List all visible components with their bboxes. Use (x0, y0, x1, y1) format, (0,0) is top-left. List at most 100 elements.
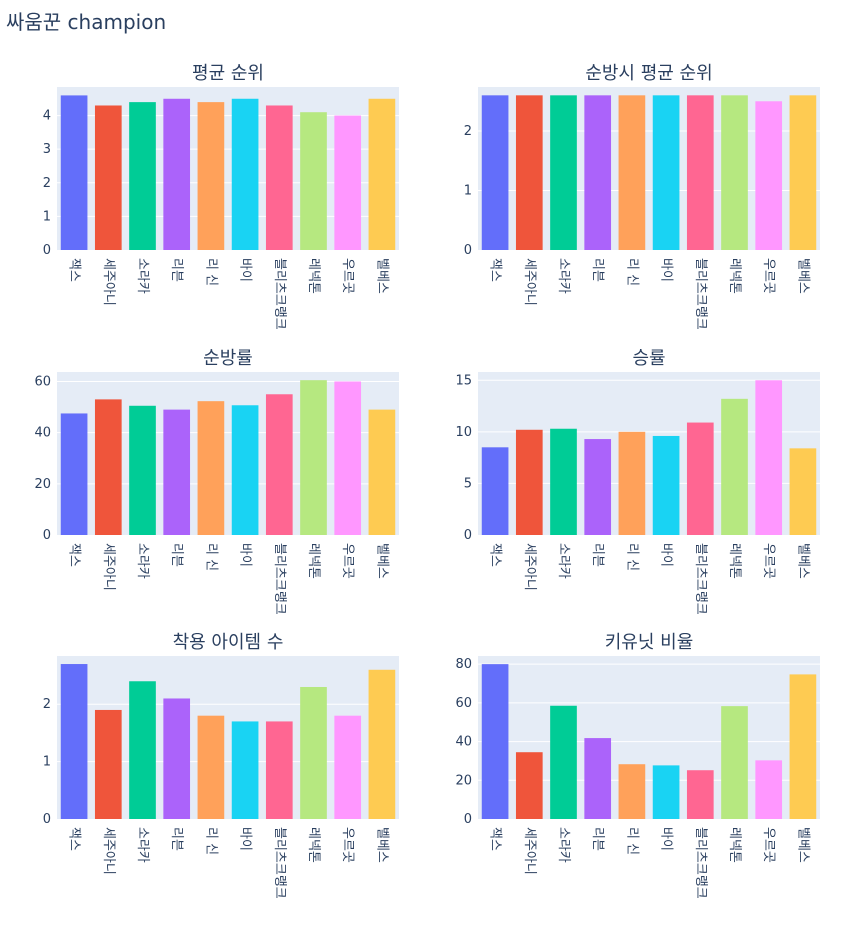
x-tick-label: 우르곳 (761, 827, 776, 863)
bar-6 (652, 95, 680, 251)
bar-2 (515, 752, 543, 819)
y-tick-label: 0 (43, 528, 51, 543)
bar-7 (265, 721, 293, 819)
x-tick-label: 벨베스 (795, 543, 810, 579)
subplot-title: 순방률 (203, 348, 253, 369)
bar-8 (300, 380, 327, 535)
x-tick-label: 리 신 (203, 258, 218, 286)
bar-2 (515, 95, 543, 251)
bar-4 (584, 738, 612, 819)
x-tick-label: 바이 (659, 543, 674, 567)
y-tick-label: 0 (43, 812, 51, 827)
bar-3 (550, 428, 577, 535)
x-tick-label: 잭스 (67, 827, 82, 851)
y-tick-label: 0 (464, 812, 472, 827)
subplot-4: 0 5 10 15 잭스 세주아니 소라카 리븐 리 신 바이 블리츠크랭크 레넥톤 우르곳 벨베스 승률 (455, 348, 820, 615)
bar-6 (231, 98, 259, 251)
x-tick-label: 리븐 (169, 543, 184, 567)
x-tick-label: 세주아니 (522, 543, 537, 591)
bar-10 (368, 409, 396, 535)
bar-5 (197, 102, 225, 250)
y-tick-label: 2 (43, 176, 51, 191)
x-tick-label: 바이 (238, 543, 253, 567)
x-tick-label: 리븐 (169, 827, 184, 851)
page-title: 싸움꾼 champion (6, 10, 167, 34)
x-tick-label: 소라카 (556, 258, 571, 294)
x-tick-label: 소라카 (556, 827, 571, 863)
x-tick-label: 레넥톤 (727, 827, 742, 863)
y-tick-label: 40 (455, 735, 472, 750)
bar-8 (721, 706, 748, 819)
y-tick-label: 15 (455, 373, 472, 388)
x-tick-label: 리 신 (624, 827, 639, 855)
bar-5 (618, 95, 646, 251)
x-tick-label: 레넥톤 (306, 827, 321, 863)
bar-7 (265, 394, 293, 535)
x-tick-label: 잭스 (488, 543, 503, 567)
bar-6 (652, 765, 680, 819)
subplot-title: 평균 순위 (192, 63, 264, 84)
x-tick-label: 세주아니 (522, 258, 537, 306)
bar-7 (686, 95, 714, 251)
x-tick-label: 블리츠크랭크 (693, 827, 708, 899)
y-tick-label: 20 (34, 477, 51, 492)
y-tick-label: 1 (464, 184, 472, 199)
x-tick-label: 블리츠크랭크 (272, 827, 287, 899)
x-tick-label: 세주아니 (101, 827, 116, 875)
y-tick-label: 1 (43, 209, 51, 224)
x-tick-label: 벨베스 (795, 827, 810, 863)
x-tick-label: 소라카 (556, 543, 571, 579)
bar-1 (481, 447, 509, 535)
x-tick-label: 소라카 (135, 543, 150, 579)
x-tick-label: 리븐 (590, 543, 605, 567)
bar-3 (129, 405, 156, 535)
x-tick-label: 블리츠크랭크 (272, 543, 287, 615)
bar-5 (197, 401, 225, 535)
y-tick-label: 20 (455, 773, 472, 788)
x-tick-label: 바이 (238, 258, 253, 282)
x-tick-label: 우르곳 (340, 827, 355, 863)
bar-4 (163, 98, 191, 251)
subplot-title: 착용 아이템 수 (173, 632, 284, 653)
y-tick-label: 80 (455, 657, 472, 672)
x-tick-label: 레넥톤 (727, 258, 742, 294)
bar-9 (755, 101, 783, 250)
bar-5 (197, 715, 225, 819)
bar-9 (334, 381, 362, 535)
bar-1 (481, 664, 509, 819)
y-tick-label: 2 (43, 697, 51, 712)
x-tick-label: 우르곳 (340, 258, 355, 294)
x-tick-label: 블리츠크랭크 (272, 258, 287, 330)
y-tick-label: 60 (34, 374, 51, 389)
x-tick-label: 리 신 (203, 543, 218, 571)
bar-1 (60, 664, 88, 819)
x-tick-label: 리븐 (169, 258, 184, 282)
bar-9 (755, 760, 783, 819)
bar-4 (163, 409, 191, 535)
bar-7 (686, 422, 714, 535)
y-tick-label: 2 (464, 124, 472, 139)
bar-9 (755, 380, 783, 535)
subplot-3: 0 20 40 60 잭스 세주아니 소라카 리븐 리 신 바이 블리츠크랭크 레넥톤 우르곳 벨베스 순방… (34, 348, 399, 615)
bar-7 (265, 105, 293, 251)
y-tick-label: 0 (43, 243, 51, 258)
x-tick-label: 소라카 (135, 258, 150, 294)
x-tick-label: 세주아니 (522, 827, 537, 875)
subplot-title: 승률 (632, 348, 665, 369)
bar-2 (94, 709, 122, 819)
bar-8 (721, 398, 748, 535)
y-tick-label: 0 (464, 243, 472, 258)
subplot-title: 순방시 평균 순위 (585, 63, 712, 84)
bar-4 (584, 95, 612, 251)
bar-10 (368, 98, 396, 251)
y-tick-label: 5 (464, 476, 472, 491)
bar-8 (721, 95, 748, 251)
x-tick-label: 잭스 (67, 543, 82, 567)
bar-10 (789, 95, 817, 251)
bar-6 (231, 721, 259, 819)
bar-3 (129, 102, 156, 250)
x-tick-label: 벨베스 (374, 827, 389, 863)
subplot-1: 0 1 2 3 4 잭스 세주아니 소라카 리븐 리 신 바이 블리츠크랭크 레넥톤 우르곳 벨베스 평균 순… (43, 63, 399, 330)
x-tick-label: 레넥톤 (306, 258, 321, 294)
